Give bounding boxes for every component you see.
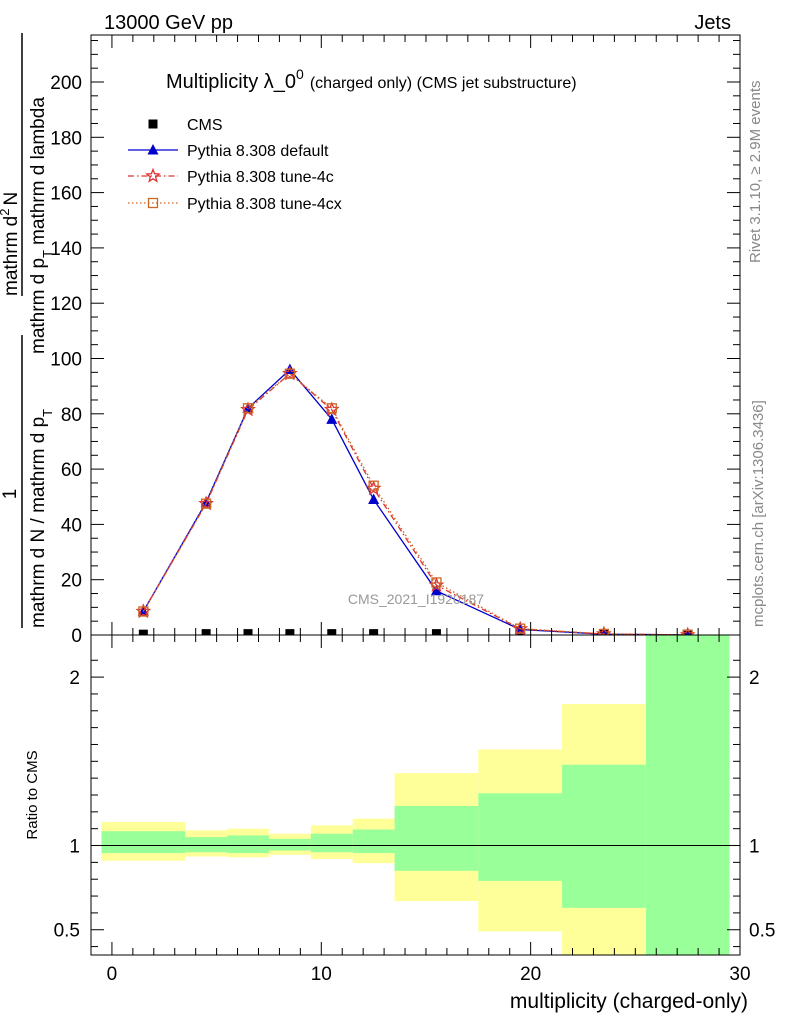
svg-text:mathrm d2N: mathrm d2N [0, 192, 22, 296]
analysis-watermark: CMS_2021_I1920187 [348, 591, 484, 607]
data-point [200, 498, 212, 509]
data-point [598, 628, 610, 635]
uncertainty-band-inner [352, 829, 395, 854]
legend: CMS Pythia 8.308 default Pythia 8.308 tune… [128, 117, 342, 213]
y-tick-label: 140 [50, 239, 82, 260]
ratio-y-tick-label-right: 1 [749, 837, 760, 858]
y-tick-label: 60 [61, 460, 82, 481]
svg-text:mathrm d N / mathrm d pT: mathrm d N / mathrm d pT [28, 409, 55, 628]
data-point [201, 629, 211, 635]
y-tick-label: 120 [50, 294, 82, 315]
y-tick-label: 100 [50, 350, 82, 371]
rivet-label: Rivet 3.1.10, ≥ 2.9M events [747, 81, 764, 264]
y-axis-label: mathrm d2N mathrm d pTmathrm d lambda 1 … [0, 33, 55, 628]
y-tick-label: 20 [61, 571, 82, 592]
uncertainty-band-inner [268, 838, 311, 851]
y-tick-label: 80 [61, 405, 82, 426]
data-point [369, 629, 379, 635]
uncertainty-band-inner [310, 833, 353, 853]
data-point [326, 403, 337, 414]
legend-marker [147, 197, 159, 209]
data-point [326, 413, 338, 424]
x-tick-label: 10 [311, 964, 332, 985]
data-point [138, 629, 148, 635]
data-point [138, 606, 149, 617]
series-line [142, 372, 688, 635]
y-tick-label: 0 [71, 626, 82, 647]
data-point [515, 623, 526, 634]
uncertainty-band-inner [562, 764, 646, 908]
uncertainty-band-inner [394, 805, 479, 871]
x-tick-label: 20 [520, 964, 541, 985]
ratio-y-tick-label: 1 [69, 837, 80, 858]
uncertainty-band-inner [478, 793, 563, 881]
y-tick-label: 40 [61, 515, 82, 536]
main-plot-panel: 0 20 40 60 80 100 120 140 160 180 200 Multiplicity… [50, 34, 741, 647]
energy-label: 13000 GeV pp [104, 12, 233, 34]
data-point [368, 480, 379, 491]
x-axis-label: multiplicity (charged-only) [510, 990, 748, 1013]
legend-entry: Pythia 8.308 tune-4cx [187, 196, 342, 213]
y-tick-label: 200 [50, 73, 82, 94]
uncertainty-band-inner [185, 837, 228, 853]
uncertainty-band-inner [645, 635, 730, 955]
data-point [284, 368, 296, 379]
ratio-y-tick-label-right: 0.5 [749, 921, 775, 942]
ratio-y-tick-label-right: 2 [749, 668, 760, 689]
uncertainty-band-inner [227, 835, 269, 854]
ratio-y-tick-label: 2 [69, 668, 80, 689]
data-point [242, 403, 254, 414]
y-tick-label: 160 [50, 184, 82, 205]
data-point [430, 584, 442, 596]
legend-entry: Pythia 8.308 tune-4c [187, 169, 334, 186]
data-point [243, 629, 253, 635]
svg-text:mathrm d pTmathrm d lambda: mathrm d pTmathrm d lambda [28, 97, 55, 354]
ratio-y-tick-label: 0.5 [54, 921, 80, 942]
mcplots-label: mcplots.cern.ch [arXiv:1306.3436] [750, 400, 767, 627]
data-point [684, 628, 691, 635]
legend-entry: CMS [187, 117, 223, 134]
uncertainty-band-inner [101, 831, 186, 854]
data-point [431, 629, 441, 635]
legend-marker [148, 119, 158, 129]
y-tick-label: 180 [50, 128, 82, 149]
svg-text:1: 1 [0, 489, 21, 500]
ratio-panel: 0.5 0.51 12 20 10 20 30 Ratio to CMS multiplic… [24, 634, 775, 1013]
data-point [285, 629, 295, 635]
legend-marker [145, 167, 161, 183]
category-label: Jets [694, 12, 731, 34]
series-pythia-8-308-tune-4cx [138, 368, 693, 635]
ratio-y-axis-label: Ratio to CMS [24, 750, 41, 839]
data-point [368, 493, 380, 505]
chart-title: Multiplicity λ_00(charged only) (CMS jet… [166, 66, 577, 93]
data-point [327, 629, 337, 635]
x-tick-label: 0 [107, 964, 118, 985]
data-point [431, 577, 442, 588]
legend-marker [147, 144, 159, 155]
legend-entry: Pythia 8.308 default [187, 143, 329, 160]
x-tick-label: 30 [729, 964, 750, 985]
